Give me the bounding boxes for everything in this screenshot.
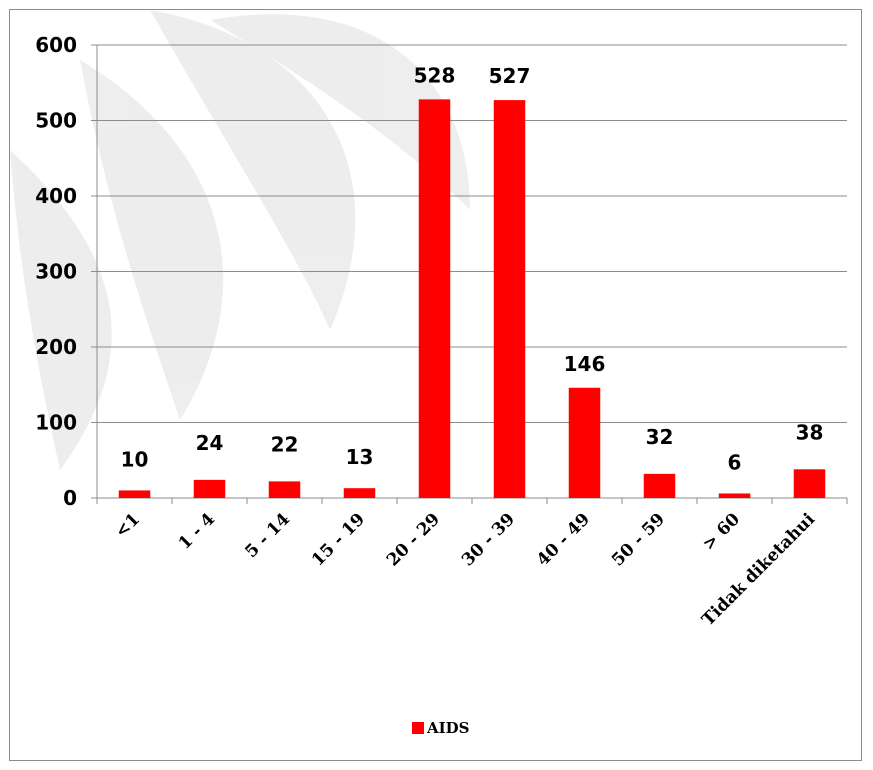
y-tick-label: 0: [63, 486, 77, 510]
bar: [718, 493, 751, 498]
x-tick-label: <1: [111, 509, 144, 542]
data-label: 527: [489, 64, 531, 88]
data-label: 32: [646, 425, 674, 449]
bar: [643, 473, 676, 498]
x-tick-label: 5 - 14: [241, 509, 294, 562]
bar: [118, 490, 151, 498]
y-tick-label: 300: [35, 260, 77, 284]
x-tick-label: 1 - 4: [175, 509, 219, 553]
bar: [793, 469, 826, 498]
legend: AIDS: [412, 719, 470, 737]
legend-swatch: [412, 722, 424, 734]
y-tick-label: 400: [35, 184, 77, 208]
x-tick-label: 50 - 59: [608, 509, 669, 570]
x-tick-label: 20 - 29: [383, 509, 444, 570]
data-label: 528: [414, 63, 456, 87]
y-tick-label: 100: [35, 411, 77, 435]
y-tick-label: 200: [35, 335, 77, 359]
data-label: 13: [346, 445, 374, 469]
data-label: 22: [271, 432, 299, 456]
data-label: 10: [121, 447, 149, 471]
x-tick-label: 15 - 19: [308, 509, 369, 570]
bar: [568, 387, 601, 498]
x-tick-label: > 60: [699, 509, 744, 554]
bar: [193, 479, 226, 498]
data-label: 24: [196, 431, 224, 455]
legend-label: AIDS: [427, 719, 470, 737]
x-tick-label: 40 - 49: [533, 509, 594, 570]
data-label: 146: [564, 352, 606, 376]
data-label: 6: [728, 450, 742, 474]
bar: [268, 481, 301, 498]
y-tick-label: 600: [35, 33, 77, 57]
y-tick-label: 500: [35, 109, 77, 133]
bar: [343, 488, 376, 498]
bar: [493, 100, 526, 499]
x-tick-label: 30 - 39: [458, 509, 519, 570]
data-label: 38: [796, 420, 824, 444]
bar: [418, 99, 451, 499]
